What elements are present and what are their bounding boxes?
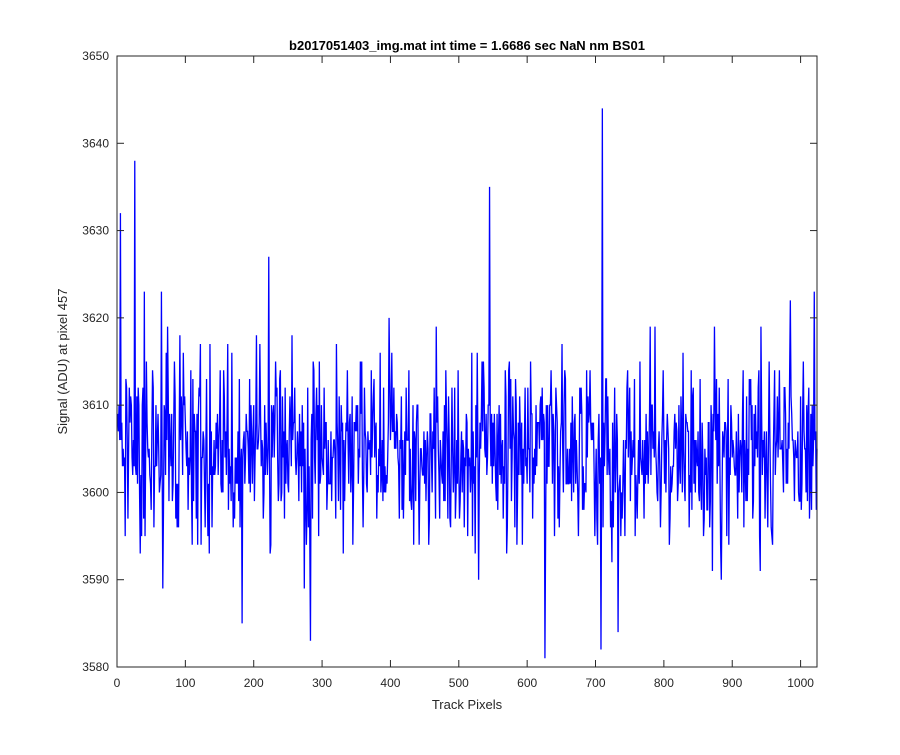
x-tick-label: 700 <box>586 676 606 690</box>
axes-box <box>116 55 818 668</box>
x-tick-label: 800 <box>654 676 674 690</box>
x-tick-label: 300 <box>312 676 332 690</box>
x-axis-ticks: 0 100 200 300 400 500 600 700 800 900 1000 <box>114 56 814 690</box>
x-tick-label: 500 <box>449 676 469 690</box>
y-tick-label: 3610 <box>82 398 109 412</box>
x-tick-label: 0 <box>114 676 121 690</box>
series-line <box>117 108 818 659</box>
y-tick-label: 3630 <box>82 224 109 238</box>
chart-title: b2017051403_img.mat int time = 1.6686 se… <box>289 38 645 53</box>
x-tick-label: 400 <box>380 676 400 690</box>
y-tick-label: 3650 <box>82 49 109 63</box>
y-axis-label: Signal (ADU) at pixel 457 <box>55 289 70 435</box>
x-tick-label: 600 <box>517 676 537 690</box>
y-tick-label: 3620 <box>82 311 109 325</box>
x-tick-label: 100 <box>175 676 195 690</box>
x-tick-label: 200 <box>244 676 264 690</box>
y-tick-label: 3600 <box>82 485 109 499</box>
y-axis-ticks: 3580 3590 3600 3610 3620 3630 3640 3650 <box>82 49 817 674</box>
series-layer <box>117 108 818 659</box>
y-tick-label: 3580 <box>82 660 109 674</box>
x-axis-label: Track Pixels <box>432 697 503 712</box>
x-tick-label: 1000 <box>787 676 814 690</box>
y-tick-label: 3640 <box>82 136 109 150</box>
x-tick-label: 900 <box>722 676 742 690</box>
y-tick-label: 3590 <box>82 573 109 587</box>
plot-area <box>117 56 817 667</box>
